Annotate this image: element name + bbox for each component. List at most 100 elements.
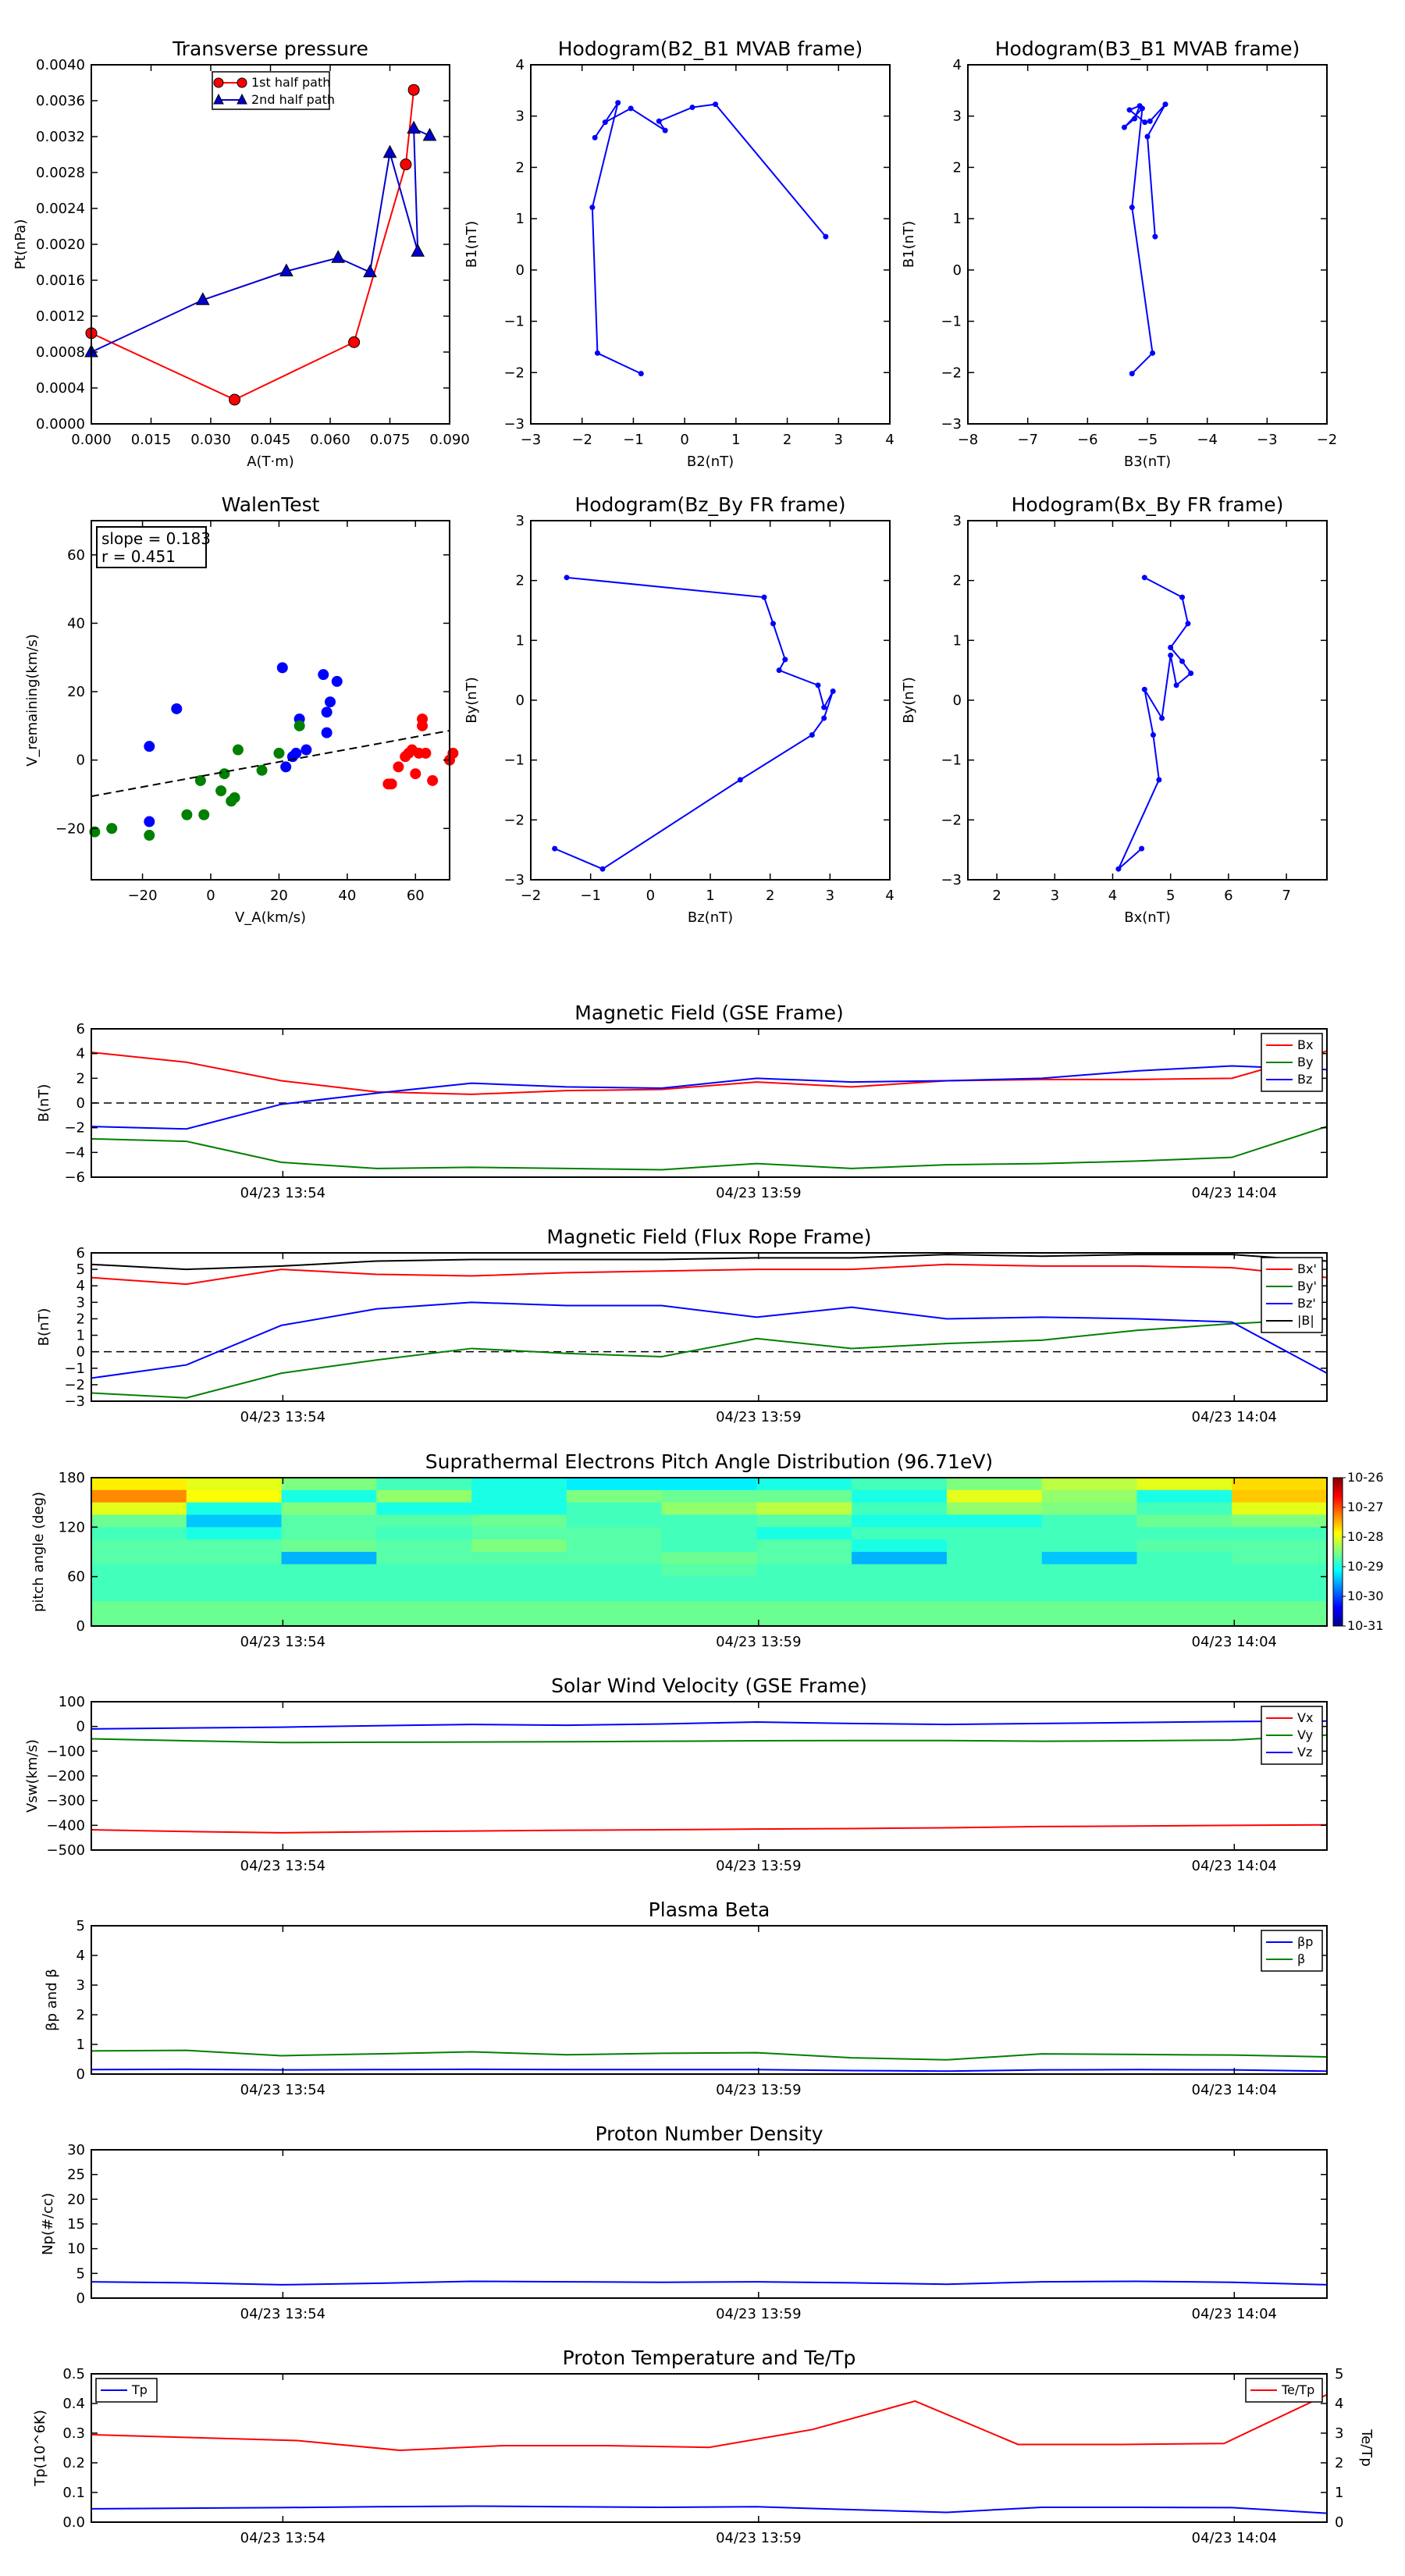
series-line-Tp <box>91 2505 1328 2514</box>
heatmap-cell <box>852 1614 948 1627</box>
heatmap-cell <box>1136 1514 1232 1528</box>
data-point <box>417 720 429 731</box>
heatmap-cell <box>186 1614 283 1627</box>
y-tick-label: 0 <box>516 692 525 709</box>
x-tick-label: 0.045 <box>251 432 291 448</box>
y-axis-label: Pt(nPa) <box>12 219 29 269</box>
heatmap-cell <box>281 1514 377 1528</box>
legend-marker <box>213 77 224 88</box>
heatmap-cell <box>471 1539 567 1553</box>
heatmap-cell <box>1136 1489 1232 1503</box>
annotation-box <box>96 526 207 568</box>
heatmap-cell <box>946 1514 1043 1528</box>
heatmap-cell <box>852 1502 948 1515</box>
colorbar-tick-label: 10-31 <box>1347 1618 1384 1633</box>
y-tick-label: −6 <box>64 1169 85 1186</box>
y-tick-label: −100 <box>47 1743 85 1759</box>
heatmap-cell <box>946 1589 1043 1602</box>
x-tick-label: 2 <box>992 888 1001 904</box>
y-tick-label: 0.0012 <box>36 308 85 325</box>
y-right-tick-label: 3 <box>1335 2425 1343 2442</box>
y-axis-label: Te/Tp <box>1358 2428 1375 2467</box>
y-tick-label: −1 <box>503 753 525 769</box>
heatmap-cell <box>186 1489 283 1503</box>
heatmap-cell <box>1041 1589 1137 1602</box>
legend-label: Bz' <box>1297 1296 1316 1311</box>
heatmap-cell <box>946 1527 1043 1540</box>
heatmap-cell <box>756 1502 852 1515</box>
series-line-Vx <box>91 1823 1328 1834</box>
heatmap-cell <box>852 1489 948 1503</box>
y-tick-label: 0.0032 <box>36 129 85 145</box>
y-tick-label: 2 <box>76 2007 85 2023</box>
heatmap-cell <box>852 1564 948 1578</box>
y-tick-label: 0 <box>953 692 962 709</box>
legend-label: Tp <box>131 2382 148 2397</box>
heatmap-cell <box>186 1478 283 1491</box>
heatmap-cell <box>186 1514 283 1528</box>
series-line-β <box>91 2049 1328 2061</box>
y-tick-label: −300 <box>47 1793 85 1809</box>
legend-label: βp <box>1297 1934 1313 1949</box>
y-tick-label: −1 <box>941 314 962 330</box>
heatmap-cell <box>756 1614 852 1627</box>
heatmap-cell <box>91 1514 187 1528</box>
heatmap-cell <box>471 1564 567 1578</box>
y-axis-label: B(nT) <box>36 1084 52 1123</box>
heatmap-cell <box>1041 1539 1137 1553</box>
panel-proton-temperature: Proton Temperature and Te/Tp 0.0 0.1 0.2 0.3… <box>32 2347 1375 2546</box>
x-tick-label: 4 <box>885 432 894 448</box>
x-tick-label: 2 <box>766 888 774 904</box>
y-tick-label: −3 <box>503 872 525 888</box>
heatmap-cell <box>471 1489 567 1503</box>
chart-title: Hodogram(Bz_By FR frame) <box>574 493 845 516</box>
heatmap-cell <box>566 1489 663 1503</box>
heatmap-cell <box>1136 1601 1232 1614</box>
data-point <box>279 263 293 276</box>
panel-walen-test: WalenTest −20 0 20 40 60 V_A(km/s) V_remaining(… <box>24 493 459 926</box>
heatmap-cell <box>756 1601 852 1614</box>
heatmap-cell <box>946 1539 1043 1553</box>
y-tick-label: 2 <box>516 159 525 176</box>
data-point <box>171 703 183 714</box>
y-tick-label: −200 <box>47 1768 85 1784</box>
y-tick-label: 3 <box>953 513 962 529</box>
plot-frame <box>91 1252 1328 1402</box>
y-tick-label: 3 <box>516 513 525 529</box>
y-tick-label: 0.0004 <box>36 380 85 397</box>
heatmap-cell <box>281 1527 377 1540</box>
legend-label: 1st half path <box>251 75 330 90</box>
y-tick-label: 1 <box>953 632 962 649</box>
heatmap-cell <box>756 1478 852 1491</box>
y-tick-label: 4 <box>76 1046 85 1062</box>
data-point <box>144 830 155 841</box>
data-point <box>689 105 695 111</box>
x-tick-label: 04/23 13:54 <box>240 2530 325 2546</box>
heatmap-cell <box>91 1502 187 1515</box>
y-axis-label: Np(#/cc) <box>40 2193 56 2255</box>
y-tick-label: 120 <box>59 1519 85 1535</box>
heatmap-cell <box>281 1489 377 1503</box>
y-axis-label: pitch angle (deg) <box>30 1492 47 1612</box>
series-line-hodogram <box>1123 103 1166 375</box>
y-tick-label: 0.0000 <box>36 416 85 432</box>
y-right-tick-label: 1 <box>1335 2485 1343 2501</box>
legend-marker <box>213 93 224 105</box>
x-tick-label: 04/23 14:04 <box>1192 1634 1277 1650</box>
data-point <box>1144 133 1151 140</box>
heatmap-cell <box>661 1552 757 1565</box>
series-line-hodogram <box>554 576 834 870</box>
x-tick-label: −6 <box>1077 432 1098 448</box>
heatmap-cell <box>852 1478 948 1491</box>
y-tick-label: 0.0020 <box>36 237 85 253</box>
heatmap-cell <box>1232 1552 1328 1565</box>
x-tick-label: 0.015 <box>131 432 172 448</box>
y-axis-label: B1(nT) <box>464 221 480 268</box>
y-tick-label: 10 <box>67 2241 85 2258</box>
data-point <box>382 144 397 158</box>
heatmap-cell <box>91 1576 187 1589</box>
heatmap-cell <box>852 1539 948 1553</box>
x-tick-label: 4 <box>1108 888 1117 904</box>
y-tick-label: 20 <box>67 684 85 700</box>
panel-transverse-pressure: Transverse pressure 0.0000 0.0004 0.0008 0.0… <box>12 37 470 470</box>
